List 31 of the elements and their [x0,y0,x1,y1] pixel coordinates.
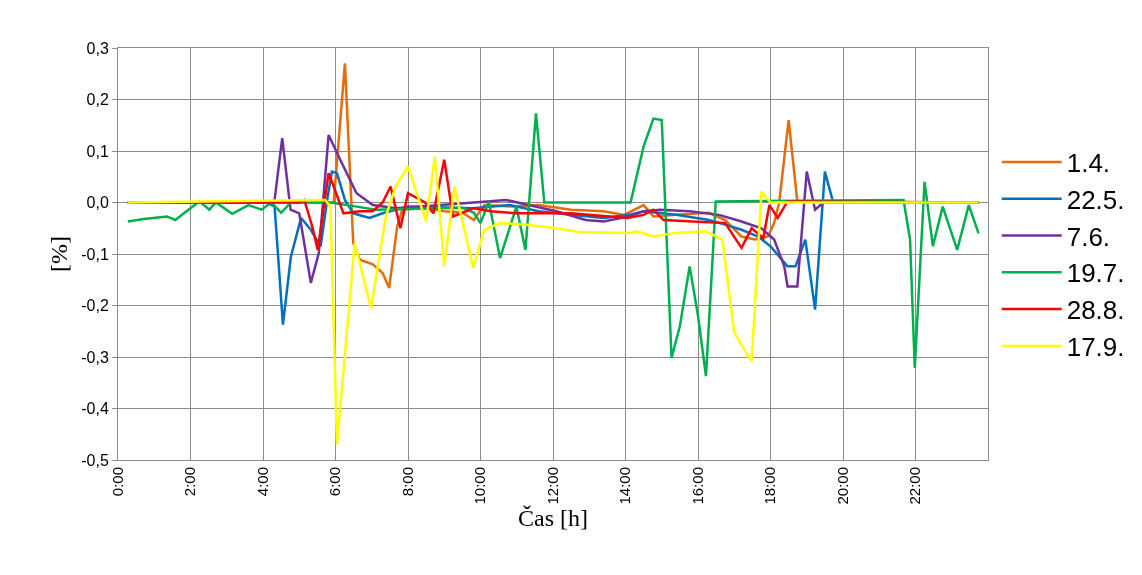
y-tick-label: 0,3 [86,39,109,57]
x-tick-label: 16:00 [688,467,706,505]
x-tick-label: 10:00 [471,467,489,505]
x-axis-title: Čas [h] [518,504,588,531]
x-tick-label: 4:00 [253,467,271,497]
y-tick-label: -0,5 [81,451,109,469]
x-tick-label: 6:00 [326,467,344,497]
x-tick-label: 18:00 [761,467,779,505]
x-tick-label: 0:00 [108,467,126,497]
y-tick-label: 0,1 [86,142,109,160]
x-tick-label: 8:00 [398,467,416,497]
legend-label: 17.9. [1066,332,1125,363]
x-tick-label: 12:00 [543,467,561,505]
x-tick-label: 20:00 [833,467,851,505]
legend-label: 28.8. [1066,295,1125,326]
x-tick-label: 14:00 [616,467,634,505]
legend-label: 7.6. [1066,221,1111,252]
y-tick-label: -0,3 [81,348,109,366]
line-series [126,112,980,378]
legend-label: 22.5. [1066,184,1125,215]
y-axis-title: [%] [46,236,73,272]
line-series [126,155,980,446]
legend-label: 1.4. [1066,148,1111,179]
y-tick-label: 0,2 [86,91,109,109]
y-tick-label: 0,0 [86,194,109,212]
y-tick-label: -0,4 [81,400,109,418]
y-tick-label: -0,1 [81,245,109,263]
x-tick-label: 2:00 [181,467,199,497]
legend-label: 19.7. [1066,258,1125,289]
x-tick-label: 22:00 [906,467,924,505]
y-tick-label: -0,2 [81,297,109,315]
